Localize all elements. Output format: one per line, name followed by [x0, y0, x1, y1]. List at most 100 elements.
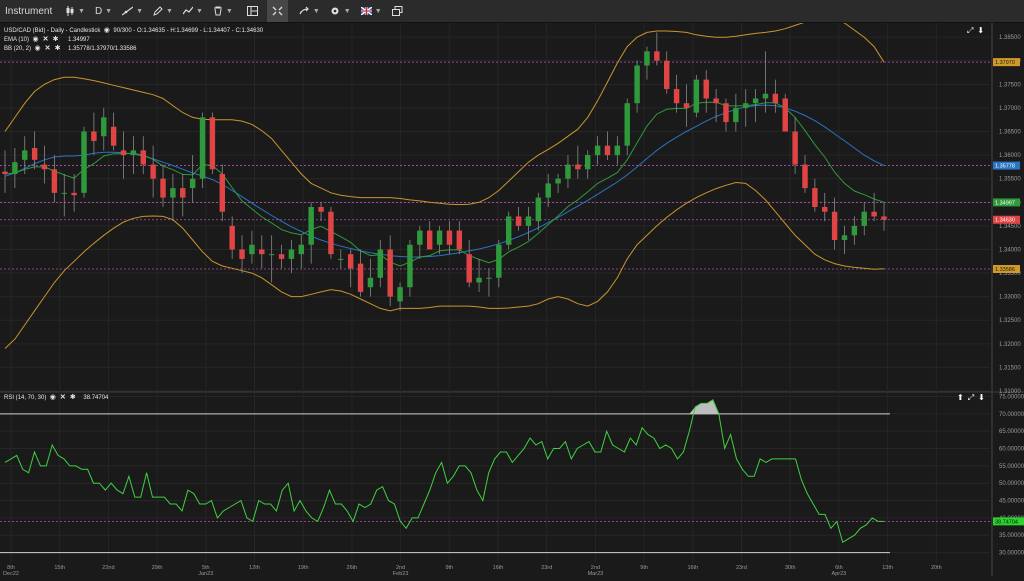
candle[interactable] [752, 98, 759, 104]
candle[interactable] [624, 103, 630, 146]
period-selector[interactable]: D ▼ [90, 0, 117, 22]
candle[interactable] [565, 164, 571, 179]
candle[interactable] [81, 131, 87, 193]
candle[interactable] [515, 216, 522, 226]
candle[interactable] [604, 145, 611, 156]
candle[interactable] [259, 249, 265, 255]
candle[interactable] [525, 216, 532, 226]
candle[interactable] [338, 258, 344, 260]
candle[interactable] [476, 277, 482, 283]
language-selector[interactable]: ▼ [356, 0, 387, 22]
expand-icon[interactable]: ⤢ [967, 26, 974, 35]
candle[interactable] [644, 51, 650, 66]
candle[interactable] [199, 117, 206, 179]
candle[interactable] [150, 164, 156, 179]
candle[interactable] [110, 126, 117, 146]
candle[interactable] [229, 225, 235, 250]
gear-icon[interactable]: ✱ [69, 394, 76, 401]
candle[interactable] [802, 164, 808, 189]
candle[interactable] [278, 254, 285, 259]
candle[interactable] [357, 263, 364, 292]
grid-toggle-button[interactable] [266, 0, 288, 22]
settings-button[interactable]: ▼ [325, 0, 356, 22]
arrow-down-icon[interactable]: ⬇ [978, 393, 985, 402]
candle[interactable] [2, 171, 8, 174]
candle[interactable] [41, 164, 48, 170]
candle[interactable] [871, 211, 877, 217]
candle[interactable] [881, 216, 887, 220]
candle[interactable] [822, 207, 828, 212]
candle[interactable] [792, 131, 798, 165]
candle[interactable] [377, 249, 384, 278]
candle[interactable] [772, 93, 779, 104]
candle[interactable] [782, 98, 788, 132]
candle[interactable] [219, 173, 225, 212]
candle[interactable] [31, 148, 38, 160]
candle[interactable] [733, 107, 739, 123]
gear-icon[interactable]: ✱ [52, 36, 59, 43]
instrument-selector[interactable]: Instrument [0, 0, 60, 22]
delete-button[interactable]: ▼ [208, 0, 238, 22]
candle[interactable] [673, 89, 680, 104]
eye-icon[interactable]: ◉ [49, 394, 56, 401]
indicators-button[interactable]: ▼ [178, 0, 208, 22]
candle[interactable] [61, 192, 67, 194]
candle[interactable] [130, 150, 137, 156]
candle[interactable] [397, 287, 403, 302]
candle[interactable] [831, 211, 838, 241]
candle[interactable] [249, 244, 255, 255]
gear-icon[interactable]: ✱ [54, 45, 61, 52]
candle[interactable] [91, 131, 97, 141]
eye-icon[interactable]: ◉ [34, 45, 41, 52]
candle[interactable] [209, 117, 216, 170]
candle[interactable] [268, 254, 275, 256]
expand-icon[interactable]: ⤢ [967, 393, 975, 402]
candle[interactable] [594, 145, 601, 156]
candle[interactable] [634, 65, 640, 104]
arrow-up-icon[interactable]: ⬆ [957, 393, 964, 402]
candle[interactable] [436, 230, 443, 245]
close-icon[interactable]: ✕ [44, 45, 51, 52]
drawing-tools-button[interactable]: ▼ [117, 0, 148, 22]
candle[interactable] [101, 117, 107, 137]
candle[interactable] [446, 230, 453, 245]
chart-type-button[interactable]: ▼ [60, 0, 90, 22]
candle[interactable] [535, 197, 542, 222]
chart-canvas[interactable]: 1.385001.380001.375001.370001.365001.360… [0, 17, 1024, 577]
candle[interactable] [12, 162, 18, 174]
candle[interactable] [723, 103, 729, 123]
candle[interactable] [71, 192, 77, 196]
candle[interactable] [22, 150, 28, 160]
new-window-button[interactable] [387, 0, 408, 22]
candle[interactable] [288, 249, 295, 259]
candle[interactable] [51, 169, 58, 193]
eye-icon[interactable]: ◉ [103, 27, 110, 34]
price-pane[interactable] [0, 23, 990, 391]
candle[interactable] [614, 145, 621, 156]
annotation-button[interactable]: ▼ [148, 0, 178, 22]
candle[interactable] [851, 225, 858, 236]
candle[interactable] [328, 211, 334, 255]
close-icon[interactable]: ✕ [42, 36, 49, 43]
candle[interactable] [456, 230, 463, 250]
candle[interactable] [841, 235, 848, 241]
candle[interactable] [318, 207, 324, 212]
candle[interactable] [486, 277, 492, 279]
candle[interactable] [298, 244, 305, 255]
candle[interactable] [239, 249, 245, 259]
candle[interactable] [180, 188, 186, 198]
candle[interactable] [545, 183, 551, 198]
candle[interactable] [170, 188, 176, 198]
candle[interactable] [426, 230, 433, 250]
candle[interactable] [575, 164, 581, 170]
candle[interactable] [812, 188, 818, 207]
eye-icon[interactable]: ◉ [32, 36, 39, 43]
layout-button[interactable] [242, 0, 263, 22]
candle[interactable] [466, 254, 472, 283]
candle[interactable] [703, 79, 709, 99]
candle[interactable] [189, 178, 196, 189]
candle[interactable] [407, 244, 413, 288]
candle[interactable] [713, 98, 719, 104]
candle[interactable] [140, 150, 146, 165]
candle[interactable] [743, 103, 749, 108]
